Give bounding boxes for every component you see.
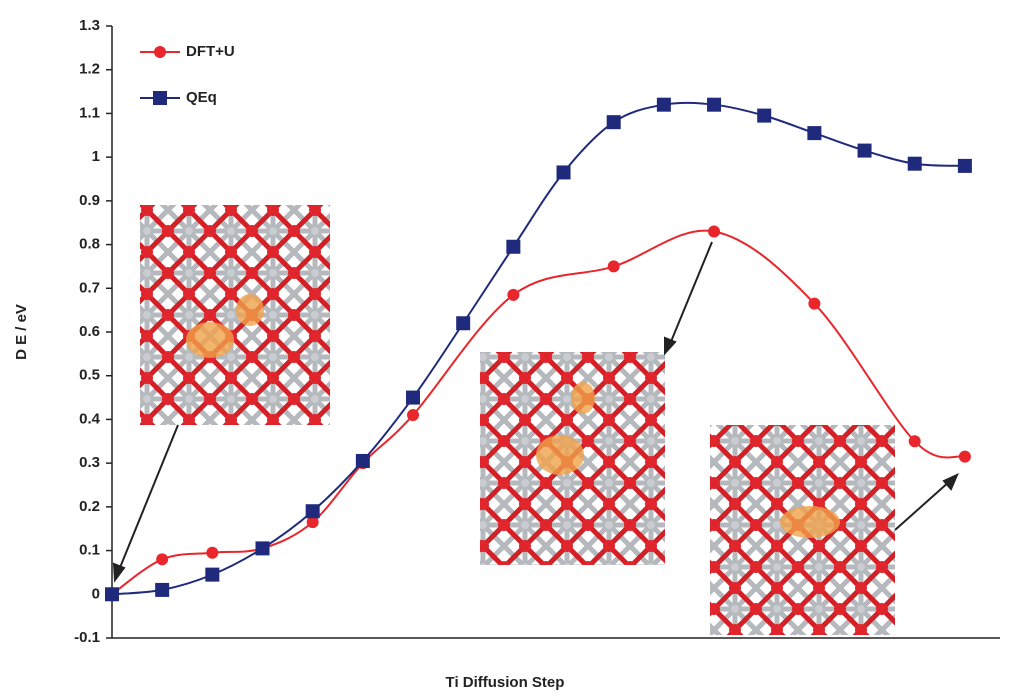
data-point bbox=[958, 159, 972, 173]
y-tick-label: 0.1 bbox=[79, 542, 100, 559]
chart: Ti Diffusion Step D E / eV -0.1 0 0.1 0.2 0.… bbox=[0, 0, 1011, 694]
data-point bbox=[909, 435, 921, 447]
arrow-head bbox=[665, 338, 675, 353]
density-blob bbox=[536, 435, 584, 475]
legend-label: DFT+U bbox=[186, 43, 235, 60]
data-point bbox=[506, 240, 520, 254]
y-tick-label: 1.3 bbox=[79, 17, 100, 34]
y-tick-label: 0.3 bbox=[79, 454, 100, 471]
y-tick-label: 0 bbox=[92, 585, 100, 602]
y-tick-label: 0.8 bbox=[79, 236, 100, 253]
page: {"chart_data": {"type": "line", "x_label… bbox=[0, 0, 1011, 699]
data-point bbox=[205, 568, 219, 582]
data-point bbox=[757, 109, 771, 123]
inset-images bbox=[140, 205, 895, 635]
density-blob bbox=[236, 294, 264, 326]
legend-marker bbox=[153, 91, 167, 105]
data-point bbox=[105, 587, 119, 601]
legend-marker bbox=[154, 46, 166, 58]
density-blob bbox=[780, 506, 840, 538]
y-axis-label: D E / eV bbox=[13, 304, 30, 360]
data-point bbox=[708, 225, 720, 237]
y-tick-label: 1.1 bbox=[79, 104, 100, 121]
structure-inset bbox=[140, 205, 330, 425]
data-point bbox=[156, 553, 168, 565]
data-point bbox=[306, 504, 320, 518]
data-point bbox=[908, 157, 922, 171]
data-point bbox=[707, 98, 721, 112]
data-point bbox=[507, 289, 519, 301]
arrow bbox=[670, 242, 712, 344]
data-point bbox=[858, 144, 872, 158]
x-axis-label: Ti Diffusion Step bbox=[446, 674, 565, 691]
data-point bbox=[657, 98, 671, 112]
data-point bbox=[557, 165, 571, 179]
data-point bbox=[608, 260, 620, 272]
arrow-head bbox=[944, 475, 957, 489]
density-blob bbox=[186, 322, 234, 358]
y-tick-label: 1.2 bbox=[79, 61, 100, 78]
y-tick-label: 0.2 bbox=[79, 498, 100, 515]
data-point bbox=[807, 126, 821, 140]
data-point bbox=[808, 298, 820, 310]
data-point bbox=[206, 547, 218, 559]
legend-label: QEq bbox=[186, 89, 217, 106]
arrow-head bbox=[114, 564, 124, 580]
data-point bbox=[356, 454, 370, 468]
y-tick-label: 0.7 bbox=[79, 279, 100, 296]
data-point bbox=[155, 583, 169, 597]
y-tick-label: 0.5 bbox=[79, 367, 100, 384]
y-tick-label: -0.1 bbox=[74, 629, 100, 646]
arrow bbox=[119, 425, 178, 570]
data-point bbox=[256, 541, 270, 555]
y-tick-label: 1 bbox=[92, 148, 100, 165]
data-point bbox=[407, 409, 419, 421]
data-point bbox=[456, 316, 470, 330]
data-point bbox=[406, 391, 420, 405]
data-point bbox=[959, 451, 971, 463]
y-tick-label: 0.4 bbox=[79, 410, 101, 427]
y-tick-label: 0.9 bbox=[79, 192, 100, 209]
data-point bbox=[607, 115, 621, 129]
y-tick-label: 0.6 bbox=[79, 323, 100, 340]
arrow bbox=[895, 481, 950, 530]
density-blob bbox=[571, 382, 595, 414]
